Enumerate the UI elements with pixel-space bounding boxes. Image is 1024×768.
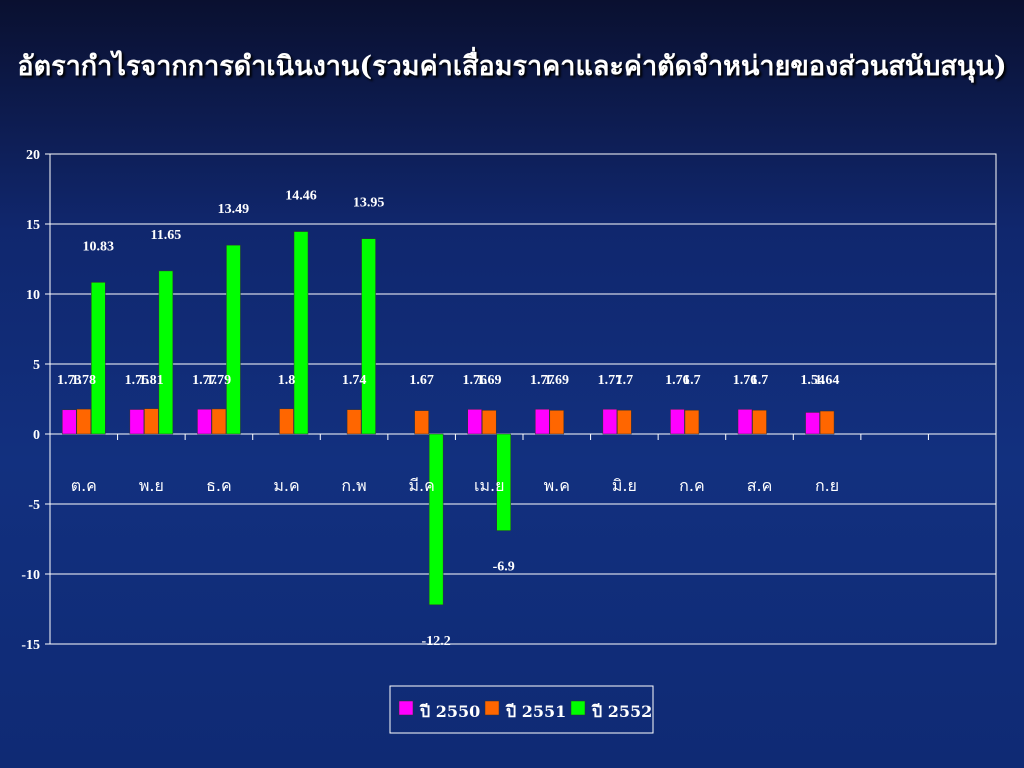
legend-label: ปี 2550 xyxy=(419,702,481,721)
y-tick-label: 0 xyxy=(33,428,40,443)
data-label: 1.76 xyxy=(733,373,758,388)
data-label: 1.79 xyxy=(207,373,232,388)
data-label: 1.8 xyxy=(278,373,296,388)
bar xyxy=(684,409,700,435)
x-tick-label: มี.ค xyxy=(408,476,434,495)
x-tick-label: ธ.ค xyxy=(206,476,232,495)
data-label: 1.78 xyxy=(72,373,97,388)
data-label: 1.76 xyxy=(665,373,690,388)
data-label: 1.75 xyxy=(125,373,150,388)
data-label: 1.7 xyxy=(616,373,634,388)
bar xyxy=(361,238,376,435)
data-label: 1.7 xyxy=(751,373,769,388)
x-tick-label: ม.ค xyxy=(273,476,299,495)
chart-title: อัตรากำไรจากการดำเนินงาน(รวมค่าเสื่อมราค… xyxy=(17,51,1007,82)
data-label: 1.74 xyxy=(342,373,367,388)
data-label: 13.49 xyxy=(218,202,250,217)
plot-area xyxy=(49,153,997,645)
bar xyxy=(293,231,309,435)
data-label: 1.64 xyxy=(815,373,840,388)
bar xyxy=(617,409,632,435)
bar xyxy=(602,408,618,435)
x-tick-label: พ.ค xyxy=(544,476,570,495)
bar xyxy=(226,244,241,435)
bar xyxy=(346,409,362,435)
data-label: -6.9 xyxy=(493,560,515,575)
data-label: 1.77 xyxy=(192,373,217,388)
legend-swatch xyxy=(398,700,414,716)
bar xyxy=(62,409,77,435)
data-label: 1.77 xyxy=(598,373,623,388)
legend-box xyxy=(389,685,654,734)
legend-label: ปี 2552 xyxy=(591,702,653,721)
x-tick-label: ก.ค xyxy=(679,476,704,495)
bar xyxy=(481,410,497,435)
y-tick-label: 20 xyxy=(26,148,40,163)
bar xyxy=(737,409,753,435)
bar xyxy=(76,408,92,435)
legend-swatch xyxy=(570,700,586,716)
bar xyxy=(197,408,212,435)
y-axis: 20 15 10 5 0 -5 -10 -15 xyxy=(21,148,929,653)
data-label: 1.73 xyxy=(57,373,82,388)
bar xyxy=(129,409,145,435)
y-tick-label: 5 xyxy=(33,358,40,373)
category-labels: ต.ค พ.ย ธ.ค ม.ค ก.พ มี.ค เม.ย พ.ค มิ.ย ก.ค ส.ค ก.ย xyxy=(71,476,839,495)
legend-label: ปี 2551 xyxy=(505,702,567,721)
bar xyxy=(428,433,444,606)
bar xyxy=(279,408,294,435)
y-tick-label: -10 xyxy=(21,568,40,583)
data-labels: 1.731.7810.831.751.8111.651.771.7913.491… xyxy=(57,189,839,649)
bar xyxy=(144,408,159,435)
bar xyxy=(467,409,482,435)
bar xyxy=(819,410,835,435)
data-label: 1.54 xyxy=(800,373,825,388)
x-tick-label: ก.พ xyxy=(341,476,366,495)
bar xyxy=(549,410,565,435)
bar xyxy=(752,409,767,435)
y-tick-label: -5 xyxy=(28,498,40,513)
x-tick-label: เม.ย xyxy=(474,476,504,495)
data-label: -12.2 xyxy=(422,634,451,649)
bar xyxy=(211,408,227,435)
bar xyxy=(670,409,685,435)
legend: ปี 2550 ปี 2551 ปี 2552 xyxy=(389,685,654,734)
y-tick-label: 10 xyxy=(26,288,40,303)
bar xyxy=(158,270,174,435)
x-tick-label: พ.ย xyxy=(139,476,164,495)
data-label: 1.67 xyxy=(409,373,434,388)
data-label: 1.77 xyxy=(530,373,555,388)
bar xyxy=(535,408,550,435)
data-label: 10.83 xyxy=(83,239,115,254)
gridlines xyxy=(50,153,996,645)
legend-swatch xyxy=(484,700,500,716)
bar xyxy=(91,282,106,435)
x-tick-label: มิ.ย xyxy=(612,476,637,495)
data-label: 1.69 xyxy=(545,373,570,388)
x-tick-label: ส.ค xyxy=(747,476,773,495)
y-tick-label: -15 xyxy=(21,638,40,653)
data-label: 1.69 xyxy=(477,373,502,388)
y-tick-label: 15 xyxy=(26,218,40,233)
bar xyxy=(414,410,429,435)
x-tick-label: ก.ย xyxy=(815,476,839,495)
bar xyxy=(496,433,511,531)
x-tick-label: ต.ค xyxy=(71,476,97,495)
data-label: 1.7 xyxy=(683,373,701,388)
bars xyxy=(62,231,835,606)
data-label: 1.76 xyxy=(462,373,487,388)
data-label: 13.95 xyxy=(353,196,385,211)
data-label: 14.46 xyxy=(285,189,317,204)
data-label: 11.65 xyxy=(150,228,181,243)
data-label: 1.81 xyxy=(139,373,164,388)
bar xyxy=(805,412,820,435)
